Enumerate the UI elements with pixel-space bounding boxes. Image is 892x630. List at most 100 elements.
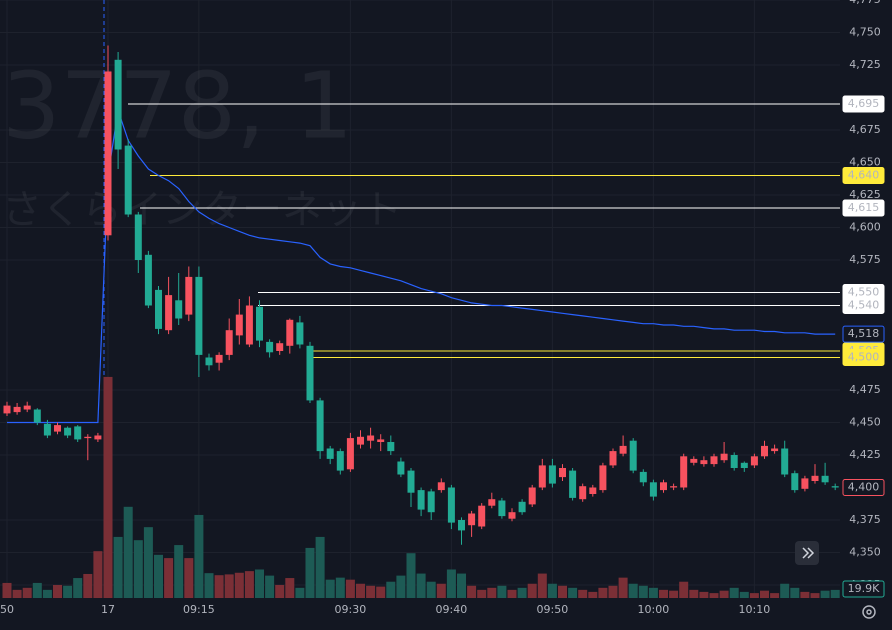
- candle-body: [94, 435, 102, 440]
- volume-bar: [618, 577, 628, 598]
- volume-bar: [537, 573, 547, 598]
- volume-bar: [244, 571, 254, 598]
- candle-body: [670, 486, 678, 488]
- volume-bar: [42, 589, 52, 598]
- candle-body: [518, 501, 526, 513]
- settings-button[interactable]: [862, 605, 876, 619]
- candle-body: [43, 423, 51, 436]
- candle-body: [468, 513, 476, 526]
- candle-body: [54, 425, 61, 432]
- volume-bar: [517, 587, 527, 598]
- candle-body: [761, 445, 768, 457]
- level-label-box: [842, 297, 885, 314]
- volume-bar: [820, 590, 830, 598]
- candle-body: [245, 305, 253, 345]
- watermark-name: さくらインターネット: [2, 187, 402, 233]
- x-tick-label: 10:10: [739, 603, 771, 616]
- candle-body: [175, 300, 183, 319]
- volume-bar: [234, 572, 244, 598]
- candle-body: [458, 520, 465, 531]
- volume-bar: [477, 589, 487, 598]
- y-tick-label: 4,625: [849, 188, 881, 201]
- candle-body: [831, 486, 839, 488]
- volume-bar: [83, 573, 93, 598]
- volume-bar: [335, 577, 345, 598]
- candle-body: [326, 448, 334, 459]
- volume-bar: [2, 582, 12, 598]
- volume-bar: [729, 587, 739, 598]
- volume-bar: [446, 569, 456, 598]
- candle-body: [377, 439, 385, 442]
- volume-bar: [578, 589, 588, 598]
- candle-body: [488, 499, 496, 506]
- candle-body: [256, 306, 263, 341]
- x-tick-label: 09:50: [537, 603, 569, 616]
- volume-bar: [345, 579, 355, 598]
- candle-body: [235, 314, 243, 336]
- volume-bar: [689, 589, 699, 598]
- candle-body: [649, 482, 657, 497]
- volume-bar: [426, 581, 436, 598]
- volume-bar: [386, 581, 396, 598]
- y-tick-label: 4,475: [849, 383, 881, 396]
- candle-body: [296, 322, 304, 345]
- y-tick-label: 4,375: [849, 513, 881, 526]
- volume-bar: [487, 587, 497, 598]
- axes: 4,775 4,750 4,725 4,675 4,650 4,625 4,600 4,575…: [0, 0, 885, 616]
- volume-bar: [739, 591, 749, 598]
- volume-bar: [255, 569, 264, 598]
- y-tick-label: 4,775: [849, 0, 881, 6]
- candle-body: [397, 461, 405, 475]
- volume-bar: [749, 593, 759, 598]
- volume-bar: [669, 590, 679, 598]
- candle-body: [619, 445, 627, 454]
- candle-body: [437, 482, 445, 491]
- candle-body: [548, 465, 556, 484]
- y-tick-label: 4,575: [849, 253, 881, 266]
- candle-body: [599, 465, 607, 491]
- candle-body: [639, 471, 647, 483]
- candle-body: [740, 462, 748, 468]
- candle-body: [357, 436, 364, 445]
- volume-label: 19.9K: [848, 582, 880, 595]
- candle-body: [225, 330, 233, 355]
- candle-body: [286, 319, 294, 346]
- y-tick-label: 4,600: [849, 221, 881, 234]
- volume-bar: [780, 583, 790, 598]
- level-label-box: [842, 167, 885, 184]
- volume-bar: [204, 573, 214, 598]
- watermark-symbol: 3778, 1: [2, 52, 353, 159]
- candle-body: [538, 465, 546, 488]
- level-label: 4,540: [848, 299, 880, 312]
- volume-bar: [154, 554, 163, 598]
- level-label-box: [842, 199, 885, 217]
- candle-body: [589, 487, 597, 494]
- volume-bar: [568, 587, 578, 598]
- candle-body: [528, 487, 536, 505]
- level-label: 4,500: [848, 351, 880, 364]
- x-tick-label: 09:40: [436, 603, 468, 616]
- candle-body: [387, 442, 395, 452]
- volume-bar: [659, 589, 668, 598]
- candle-body: [134, 214, 142, 260]
- candle-body: [720, 453, 728, 461]
- volume-bar: [214, 575, 224, 598]
- volume-bar: [143, 527, 153, 598]
- candle-body: [417, 490, 425, 510]
- volume-bar: [457, 573, 466, 598]
- candle-body: [144, 254, 152, 306]
- volume-bar: [63, 585, 73, 598]
- candle-body: [185, 276, 193, 315]
- volume-bar: [699, 591, 709, 598]
- volume-bar: [810, 593, 820, 598]
- volume-bar: [507, 589, 517, 598]
- candle-body: [498, 500, 506, 517]
- scroll-to-latest-button[interactable]: [795, 541, 819, 565]
- volume-bar: [497, 585, 507, 598]
- volume-bar: [295, 587, 305, 598]
- volume-bar: [53, 584, 62, 598]
- volume-bar: [558, 585, 567, 598]
- volume-bar: [73, 578, 83, 598]
- y-tick-label: 4,725: [849, 58, 881, 71]
